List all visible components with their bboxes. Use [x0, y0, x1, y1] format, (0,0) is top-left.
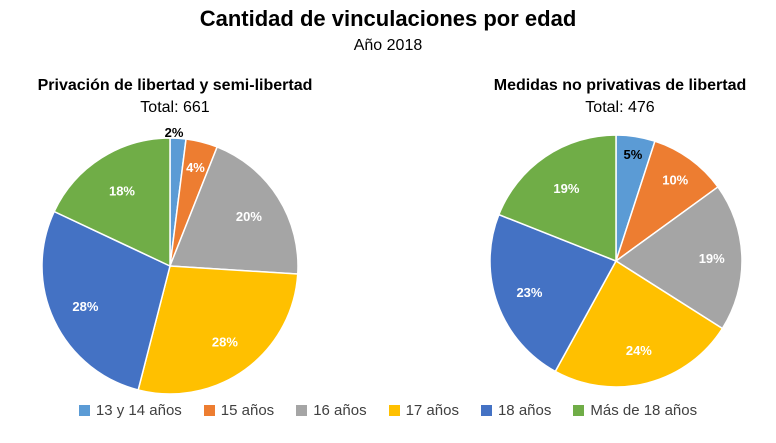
legend-label: 15 años	[220, 402, 275, 419]
legend-swatch	[480, 405, 492, 416]
pie-slice	[41, 210, 171, 391]
legend-item: 15 años	[203, 402, 275, 419]
legend: 13 y 14 años 15 años 16 años 17 años 18 …	[0, 402, 776, 419]
pie-right-title: Medidas no privativas de libertad	[493, 77, 747, 94]
legend-item: Más de 18 años	[573, 402, 697, 419]
legend-label: Más de 18 años	[590, 402, 698, 419]
pie-slice	[137, 265, 299, 395]
pie-data-label: 4%	[186, 160, 205, 175]
pie-slice	[614, 185, 743, 330]
pie-right: 5% 10% 19% 24% 23% 19%	[489, 134, 743, 388]
pie-slice	[53, 137, 171, 268]
pie-left-title: Privación de libertad y semi-libertad	[37, 77, 313, 94]
chart-subtitle: Año 2018	[353, 37, 423, 54]
pie-data-label: 18%	[109, 183, 135, 198]
pie-data-label: 28%	[72, 299, 98, 314]
legend-label: 18 años	[497, 402, 552, 419]
legend-label: 13 y 14 años	[95, 402, 182, 419]
legend-item: 17 años	[388, 402, 459, 419]
pie-slice	[489, 213, 618, 373]
pie-data-label: 5%	[624, 147, 643, 162]
pie-left-total: Total: 661	[140, 99, 210, 116]
legend-label: 16 años	[313, 402, 367, 419]
pie-slice	[554, 259, 724, 388]
legend-item: 13 y 14 años	[78, 402, 182, 419]
legend-label: 17 años	[405, 402, 459, 419]
pie-data-label: 19%	[699, 251, 725, 266]
pie-data-label: 19%	[553, 181, 579, 196]
pie-data-label: 2%	[165, 125, 184, 140]
pie-data-label: 20%	[236, 209, 262, 224]
pie-left: 2% 4% 20% 28% 28% 18%	[41, 125, 299, 395]
legend-swatch	[78, 405, 90, 416]
legend-swatch	[573, 405, 585, 416]
pie-slice	[614, 140, 719, 263]
legend-item: 18 años	[480, 402, 552, 419]
pie-data-label: 23%	[516, 285, 542, 300]
legend-item: 16 años	[296, 402, 367, 419]
pie-slice	[168, 146, 299, 275]
pie-data-label: 28%	[212, 335, 238, 350]
legend-swatch	[203, 405, 215, 416]
pie-data-label: 10%	[662, 172, 688, 187]
legend-swatch	[296, 405, 308, 416]
pie-slice	[497, 134, 617, 263]
pie-data-label: 24%	[626, 343, 652, 358]
chart-title: Cantidad de vinculaciones por edad	[199, 6, 577, 31]
legend-swatch	[388, 405, 400, 416]
pie-right-total: Total: 476	[585, 99, 655, 116]
